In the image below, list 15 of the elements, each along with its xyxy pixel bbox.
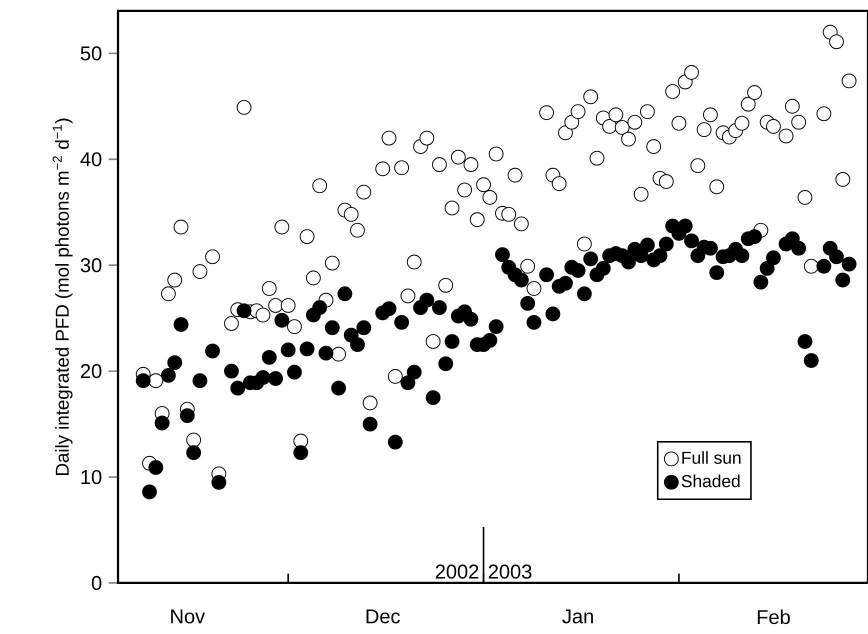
x-tick-label: Nov xyxy=(171,609,206,624)
y-tick-label: 30 xyxy=(80,258,102,272)
y-tick-label: 20 xyxy=(80,364,102,378)
y-tick-label: 10 xyxy=(81,470,102,484)
x-tick-label: Jan xyxy=(562,609,593,624)
y-tick-label: 0 xyxy=(92,576,102,590)
y-tick-label: 50 xyxy=(80,46,102,60)
x-tick-label: Dec xyxy=(366,609,400,624)
x-tick-label: Feb xyxy=(758,609,790,624)
legend-label: Full sun xyxy=(682,451,740,464)
annotation: 2003 xyxy=(488,564,532,579)
y-axis-title: Daily integrated PFD (mol photons m$^{−2}$ d$^{−1}$) xyxy=(52,118,73,475)
legend-label: Shaded xyxy=(682,474,740,488)
annotation: 2002 xyxy=(436,564,478,579)
y-tick-label: 40 xyxy=(80,152,102,166)
